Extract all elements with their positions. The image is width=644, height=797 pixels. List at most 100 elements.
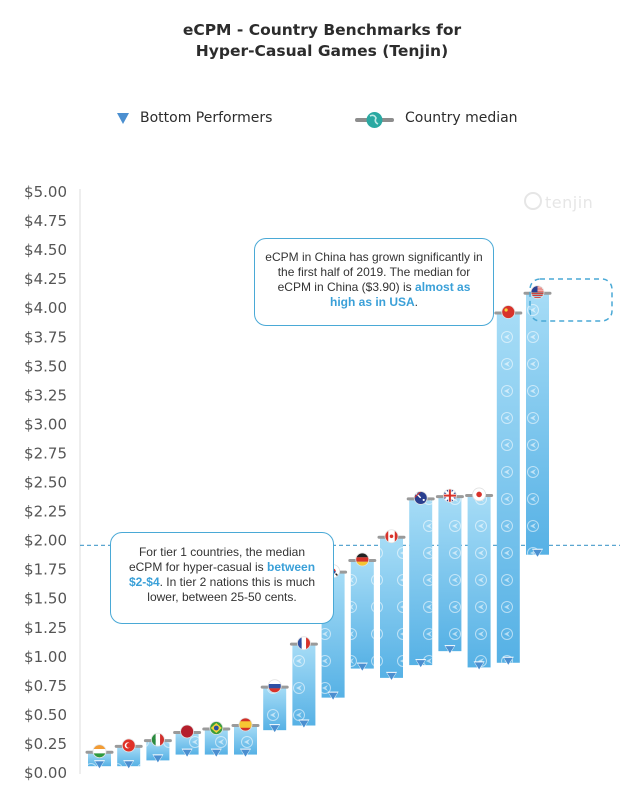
country-bar-group [289, 636, 318, 729]
flag-part [443, 494, 457, 497]
bar-pattern [146, 740, 170, 761]
y-tick-label: $4.50 [24, 241, 67, 259]
flag-part [155, 733, 161, 747]
china-callout-suffix: . [414, 295, 419, 309]
bar-pattern [380, 537, 403, 678]
y-tick-label: $2.25 [24, 503, 67, 521]
country-bar-group [260, 679, 289, 734]
chart-title-line1: eCPM - Country Benchmarks for [182, 21, 462, 39]
chart-title-line2: Hyper-Casual Games (Tenjin) [195, 42, 449, 60]
flag-part [301, 636, 307, 650]
brazil-flag-icon [209, 721, 223, 735]
country-bar-group [143, 732, 172, 764]
bar-pattern [467, 495, 491, 668]
flag-part [394, 529, 398, 543]
flag-part [355, 561, 369, 567]
flag-part [180, 724, 194, 738]
tier1-callout-highlight: between $2-$4 [128, 560, 316, 589]
country-bar-group [523, 285, 552, 558]
y-tick-label: $4.75 [24, 212, 67, 230]
china-flag-icon [501, 305, 515, 319]
bottom-performer-marker [357, 663, 367, 671]
flag-part [531, 293, 544, 295]
flag-border [209, 721, 224, 735]
flag-part [531, 295, 544, 296]
legend-icons [117, 112, 394, 128]
bar-pattern [496, 313, 520, 663]
y-tick-label: $3.25 [24, 386, 67, 404]
country-bar-group [435, 488, 464, 655]
bottom-performer-marker [124, 761, 134, 769]
country-bar-group [85, 744, 114, 770]
flag-part [93, 753, 106, 758]
tier1-callout-text: For tier 1 countries, the median eCPM fo… [128, 545, 306, 574]
flag-border [296, 636, 311, 651]
y-tick-label: $0.75 [24, 677, 67, 695]
flag-part [93, 744, 106, 750]
flag-part [414, 491, 422, 499]
y-tick-label: $1.75 [24, 561, 67, 579]
country-bar-group [377, 529, 406, 681]
canada-flag-icon [385, 529, 398, 543]
china-callout-highlight: almost as high as in USA [329, 280, 471, 309]
country-bar-group [465, 487, 494, 671]
y-tick-label: $0.00 [24, 764, 67, 782]
tier1-callout-suffix: . In tier 2 nations this is much lower, … [147, 575, 316, 604]
flag-border [355, 552, 370, 567]
flag-border [238, 717, 253, 732]
usa-flag-icon [531, 285, 544, 298]
bar-pattern [438, 496, 462, 652]
tenjin-watermark: tenjin [524, 192, 593, 212]
bottom-performer-marker [270, 725, 280, 733]
y-tick-label: $3.50 [24, 357, 67, 375]
flag-part [355, 553, 369, 558]
legend-triangle-icon [117, 113, 129, 124]
y-tick-label: $3.00 [24, 415, 67, 433]
bottom-performer-marker [95, 761, 104, 769]
flag-part [213, 725, 219, 731]
flag-part [355, 557, 369, 562]
bottom-performer-marker [503, 657, 513, 665]
flag-border [180, 724, 195, 739]
mexico-flag-icon [151, 733, 165, 747]
tenjin-logo-icon [524, 192, 542, 210]
bottom-performer-marker [387, 672, 396, 680]
flag-part [504, 308, 508, 312]
bar-pattern [409, 498, 433, 666]
bottom-performer-marker [299, 720, 309, 728]
tier1-callout: For tier 1 countries, the median eCPM fo… [110, 532, 334, 624]
bottom-performer-marker [533, 549, 542, 557]
bottom-performer-marker [153, 755, 163, 763]
flag-part [93, 749, 106, 754]
bottom-performer-marker [416, 660, 426, 668]
country-bar-group [173, 724, 202, 758]
flag-part [306, 636, 311, 650]
bar-pattern [204, 729, 228, 755]
bottom-performer-marker [328, 692, 338, 700]
flag-part [268, 688, 282, 693]
country-bar-group [406, 491, 435, 669]
bottom-performer-marker [445, 646, 455, 654]
flag-border [267, 679, 282, 694]
highlight-box [529, 278, 613, 322]
legend-globe-detail [369, 114, 379, 125]
country-bar-group [114, 738, 143, 770]
flag-part [151, 733, 156, 747]
turkey-flag-icon [122, 738, 136, 752]
bar-pattern [117, 746, 141, 767]
legend-globe-icon [366, 112, 383, 128]
india-flag-icon [93, 744, 106, 758]
flag-part [389, 534, 394, 539]
bar-pattern [350, 560, 374, 669]
bar-pattern [175, 732, 199, 755]
y-tick-label: $2.75 [24, 444, 67, 462]
y-tick-label: $0.50 [24, 706, 67, 724]
bottom-performer-marker [182, 749, 192, 757]
bottom-performer-marker [474, 662, 484, 670]
flag-border [121, 738, 136, 753]
flag-part [268, 684, 282, 689]
y-tick-label: $4.00 [24, 299, 67, 317]
bottom-performer-marker [241, 749, 250, 757]
flag-part [385, 529, 389, 543]
